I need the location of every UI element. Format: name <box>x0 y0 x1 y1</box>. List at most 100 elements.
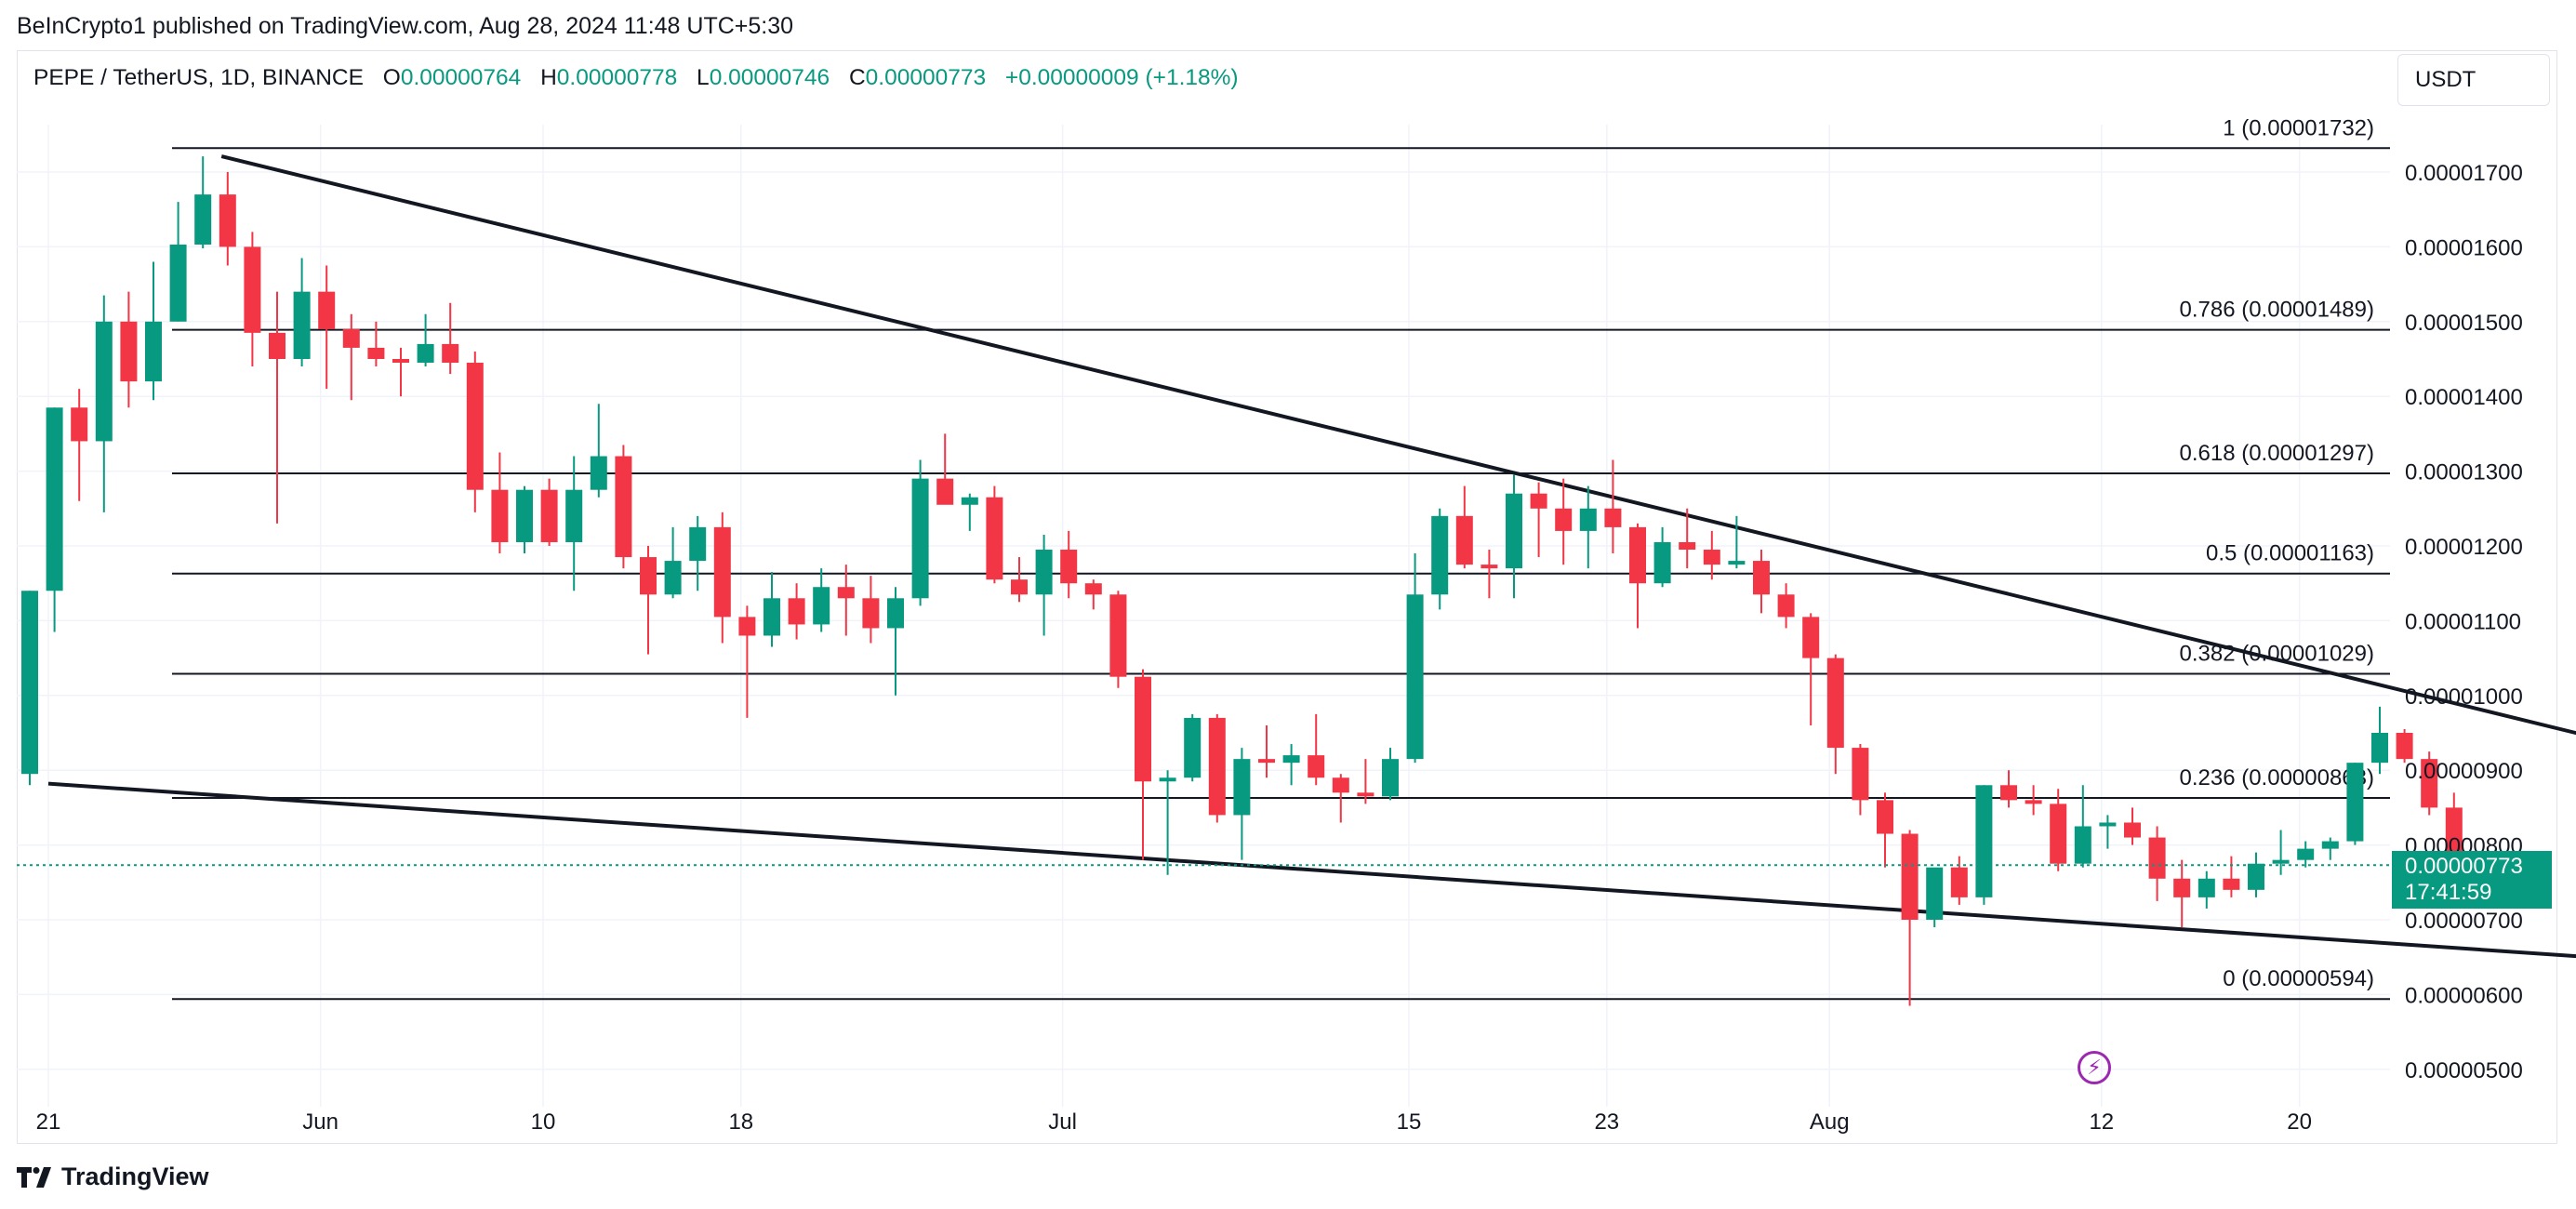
candle-body <box>392 359 409 364</box>
candle-body <box>640 557 657 595</box>
candle <box>1382 748 1399 801</box>
candle-body <box>1506 493 1522 569</box>
candle-body <box>689 526 707 562</box>
candle <box>1332 774 1349 823</box>
candle <box>1258 724 1275 778</box>
tradingview-footer[interactable]: TradingView <box>17 1162 209 1191</box>
candle <box>664 526 682 599</box>
candle-body <box>1455 515 1473 565</box>
candle <box>244 232 261 367</box>
candle <box>1679 508 1696 569</box>
candle-body <box>95 321 113 442</box>
candle <box>540 478 558 546</box>
candle <box>911 459 929 606</box>
open-label: O <box>382 65 401 90</box>
candle <box>1877 792 1893 868</box>
candle <box>1852 744 1869 816</box>
candle-body <box>1703 550 1720 565</box>
candle <box>1431 508 1449 610</box>
y-tick-label: 0.00001300 <box>2405 460 2523 485</box>
open-value: 0.00000764 <box>400 65 522 90</box>
candle <box>1308 713 1325 786</box>
candle-body <box>1926 867 1944 920</box>
candle-body <box>1802 617 1820 658</box>
candle <box>2396 728 2413 764</box>
candle-body <box>293 291 311 359</box>
trendline-upper <box>220 154 2576 736</box>
candle <box>1629 523 1646 629</box>
candle <box>1950 856 1968 905</box>
candle-body <box>71 407 88 442</box>
candle <box>71 389 88 501</box>
candle <box>2025 785 2042 816</box>
x-tick-label: 10 <box>531 1109 556 1135</box>
candle-body <box>2248 863 2264 890</box>
candle <box>2272 830 2290 875</box>
candle <box>1802 613 1820 725</box>
candle <box>2223 856 2240 897</box>
candle-body <box>318 291 336 329</box>
candle <box>417 313 434 367</box>
candle-body <box>219 194 236 247</box>
candle <box>2198 870 2215 909</box>
candle-body <box>2198 878 2215 897</box>
candle-body <box>417 343 434 364</box>
candle <box>1826 654 1844 775</box>
candle-body <box>342 328 360 348</box>
candle <box>640 546 657 655</box>
candle-body <box>1679 541 1696 551</box>
candle-body <box>813 587 830 625</box>
candle-body <box>2099 822 2117 827</box>
candle <box>837 565 855 636</box>
candle <box>813 568 830 632</box>
candle-body <box>590 456 607 490</box>
candle-body <box>1604 508 1622 527</box>
candle-body <box>2124 822 2141 838</box>
candle-body <box>664 561 682 595</box>
candle <box>1901 830 1919 1006</box>
footer-brand: TradingView <box>61 1162 209 1190</box>
candle-body <box>2173 878 2191 897</box>
candle <box>120 291 138 408</box>
lightning-icon[interactable]: ⚡ <box>2078 1051 2111 1084</box>
candle <box>2321 837 2339 860</box>
fib-label: 0 (0.00000594) <box>2223 966 2374 991</box>
candle <box>491 452 509 554</box>
high-label: H <box>540 65 557 90</box>
candle-body <box>1233 759 1251 816</box>
candle-body <box>367 347 385 359</box>
candle-body <box>2223 878 2240 890</box>
candle <box>689 515 707 591</box>
candle-body <box>1308 755 1325 778</box>
ohlc-legend: PEPE / TetherUS, 1D, BINANCE O0.00000764… <box>33 65 1239 91</box>
x-tick-label: Jul <box>1048 1109 1077 1135</box>
candle <box>367 321 385 367</box>
candle <box>194 156 212 249</box>
y-tick-label: 0.00001700 <box>2405 161 2523 186</box>
candle-body <box>1530 493 1547 509</box>
candle-body <box>738 617 756 636</box>
candle-body <box>2272 859 2290 864</box>
candle <box>1135 669 1151 860</box>
currency-selector[interactable]: USDT <box>2397 54 2550 106</box>
candle <box>764 572 780 647</box>
candle-body <box>1653 541 1671 584</box>
candle <box>1357 759 1374 804</box>
candle-body <box>1777 594 1795 618</box>
candle-body <box>1431 515 1449 595</box>
candle <box>2371 706 2388 775</box>
candle <box>1703 530 1720 580</box>
candle-body <box>1579 508 1597 531</box>
y-tick-label: 0.00001000 <box>2405 684 2523 710</box>
candle-body <box>491 489 509 542</box>
symbol-label[interactable]: PEPE / TetherUS, 1D, BINANCE <box>33 65 364 90</box>
low-label: L <box>697 65 710 90</box>
candle <box>1084 579 1102 610</box>
candle <box>2099 815 2117 849</box>
candle <box>862 576 880 644</box>
candle-body <box>961 497 978 505</box>
candle-body <box>466 363 484 490</box>
candle-body <box>2000 785 2017 801</box>
candle-body <box>986 497 1003 580</box>
